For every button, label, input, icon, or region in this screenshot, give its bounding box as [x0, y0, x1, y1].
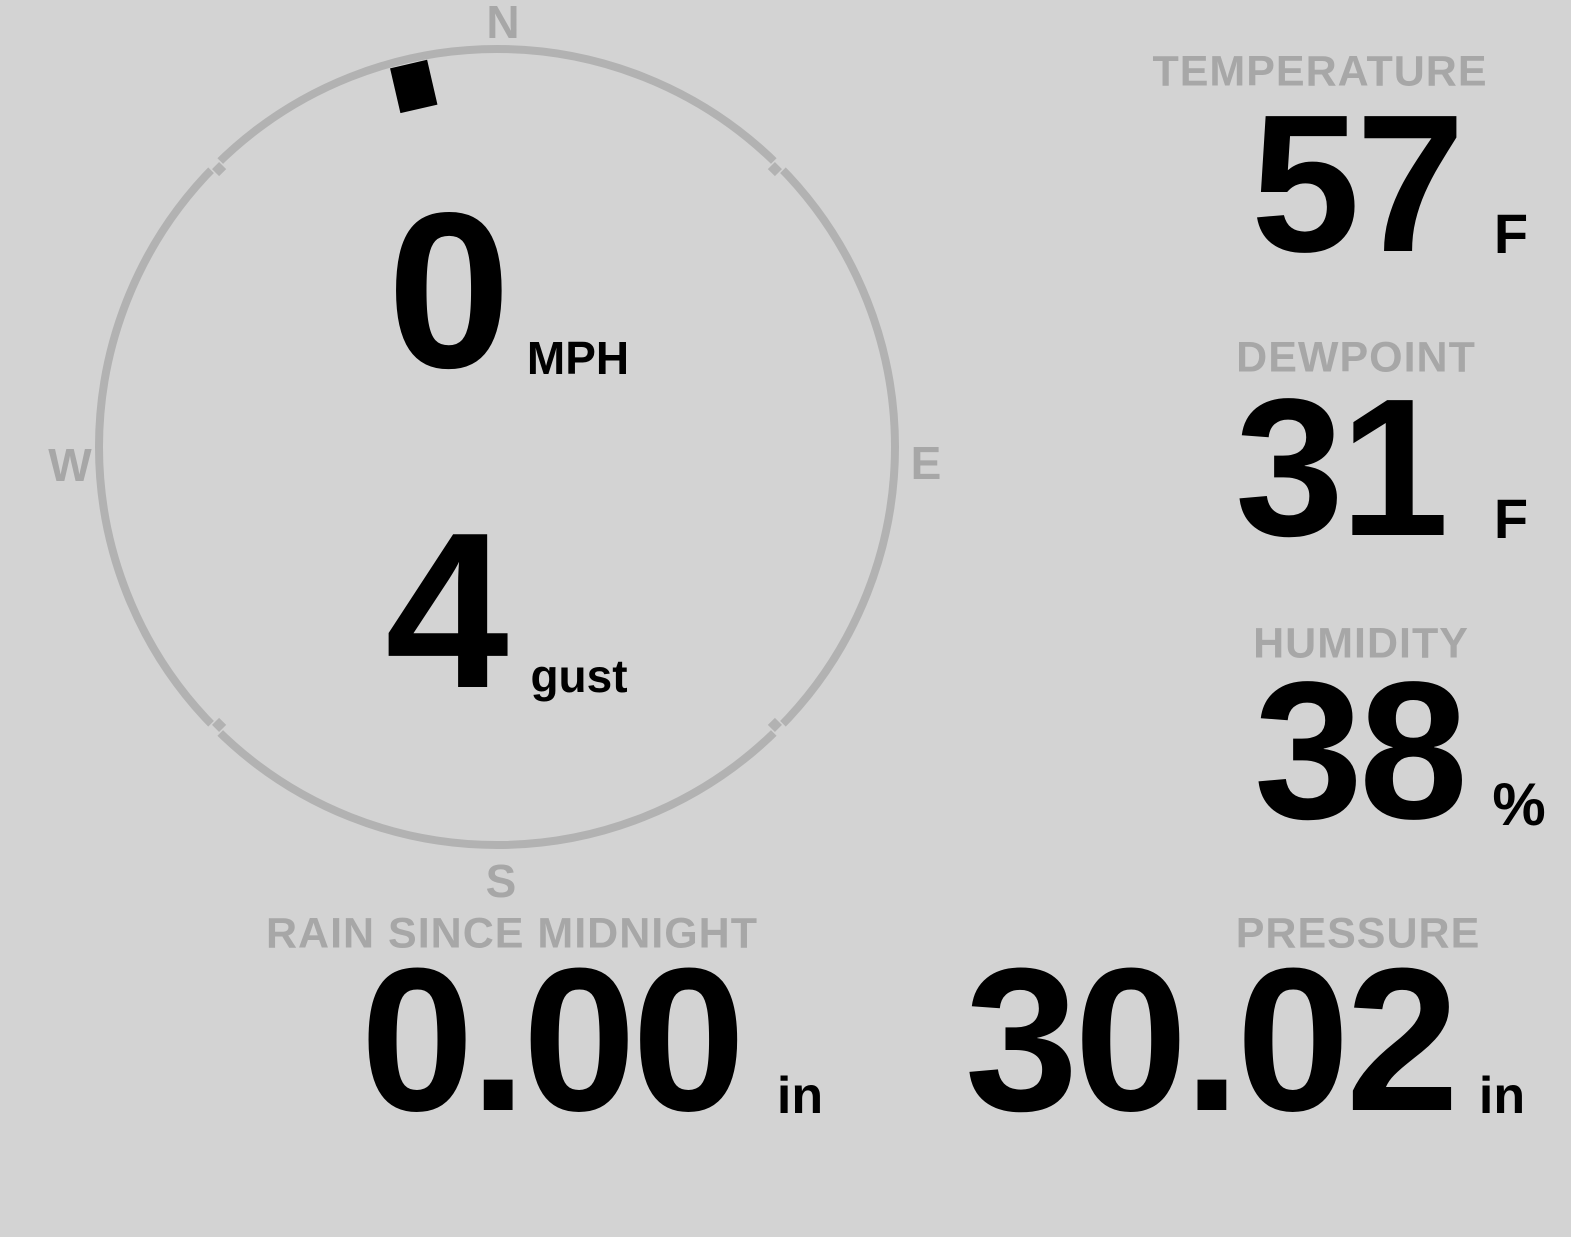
pressure-label: PRESSURE	[1235, 909, 1481, 958]
humidity-label: HUMIDITY	[1253, 619, 1469, 668]
temperature-label: TEMPERATURE	[1152, 47, 1488, 96]
compass-point-west: W	[48, 439, 92, 491]
humidity-value: 38	[1253, 641, 1468, 860]
temperature-unit: F	[1493, 202, 1529, 265]
wind-gust-value: 4	[385, 487, 508, 735]
temperature-value: 57	[1250, 74, 1465, 293]
wind-gust-unit: gust	[530, 650, 628, 702]
rain-since-midnight-value: 0.00	[360, 926, 745, 1154]
pressure-unit: in	[1478, 1067, 1526, 1125]
dewpoint-unit: F	[1493, 487, 1529, 550]
dewpoint-label: DEWPOINT	[1236, 333, 1476, 382]
pressure-value: 30.02	[964, 926, 1459, 1154]
compass-point-east: E	[910, 437, 942, 489]
dewpoint-value: 31	[1234, 358, 1449, 577]
rain-since-midnight-label: RAIN SINCE MIDNIGHT	[266, 909, 758, 958]
wind-direction-marker	[390, 59, 438, 114]
wind-speed-value: 0	[387, 167, 510, 415]
wind-speed-unit: MPH	[526, 332, 630, 384]
compass-point-north: N	[486, 0, 520, 48]
rain-since-midnight-unit: in	[776, 1067, 824, 1125]
compass-point-south: S	[485, 855, 517, 907]
compass-tick-steps	[212, 162, 782, 732]
compass-ring	[95, 45, 899, 849]
humidity-unit: %	[1492, 771, 1546, 838]
